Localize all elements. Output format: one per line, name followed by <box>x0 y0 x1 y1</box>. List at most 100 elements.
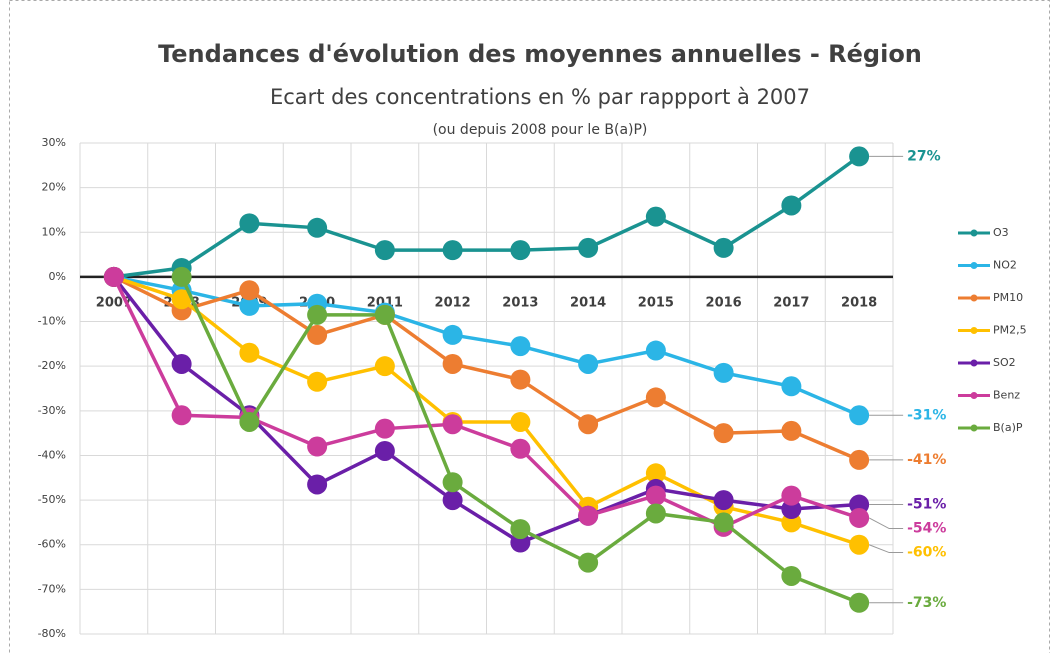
legend-label: Benz <box>993 389 1020 402</box>
legend-label: B(a)P <box>993 421 1023 434</box>
point <box>442 324 463 345</box>
x-tick-label: 2013 <box>502 295 538 310</box>
point <box>307 371 328 392</box>
point <box>849 507 870 528</box>
legend-label: PM10 <box>993 291 1023 304</box>
point <box>578 414 599 435</box>
point <box>713 512 734 533</box>
legend-marker <box>970 392 978 399</box>
point <box>442 240 463 261</box>
point <box>578 552 599 573</box>
point <box>442 472 463 493</box>
y-tick-label: -50% <box>38 493 66 506</box>
point <box>239 342 260 363</box>
legend-marker <box>970 359 978 367</box>
point <box>239 295 260 316</box>
point <box>171 289 192 310</box>
point <box>713 423 734 444</box>
point <box>307 436 328 457</box>
legend-marker <box>970 424 978 432</box>
end-label: -51% <box>907 497 946 513</box>
point <box>578 505 599 526</box>
point <box>374 356 395 377</box>
legend-label: O3 <box>993 226 1009 239</box>
y-tick-label: 20% <box>42 181 66 194</box>
point <box>307 217 328 238</box>
point <box>442 414 463 435</box>
point <box>510 411 531 432</box>
x-tick-label: 2017 <box>773 295 809 310</box>
point <box>645 340 666 361</box>
y-tick-label: -80% <box>38 627 66 640</box>
x-tick-label: 2014 <box>570 295 606 310</box>
point <box>239 411 260 432</box>
x-tick-label: 2015 <box>638 295 674 310</box>
leader-line <box>868 544 904 554</box>
y-tick-label: -60% <box>38 538 66 551</box>
legend-marker <box>970 327 978 334</box>
legend-label: PM2,5 <box>993 324 1027 337</box>
frame <box>9 0 1050 653</box>
point <box>781 420 802 441</box>
legend-label: SO2 <box>993 356 1016 369</box>
legend-marker <box>970 294 978 302</box>
point <box>374 418 395 439</box>
series-line <box>113 275 860 547</box>
legend-marker <box>970 229 978 237</box>
y-tick-label: -40% <box>38 448 66 461</box>
point <box>713 362 734 383</box>
end-label: -73% <box>907 595 946 611</box>
point <box>781 376 802 397</box>
legend-label: NO2 <box>993 259 1017 272</box>
chart-title: Tendances d'évolution des moyennes annue… <box>158 40 922 68</box>
point <box>578 353 599 374</box>
point <box>849 405 870 426</box>
series-line <box>113 275 860 462</box>
point <box>578 237 599 258</box>
end-label: -54% <box>907 521 946 537</box>
point <box>645 503 666 524</box>
point <box>645 463 666 484</box>
point <box>239 213 260 234</box>
series-line <box>112 276 860 529</box>
point <box>510 519 531 540</box>
chart-note: (ou depuis 2008 pour le B(a)P) <box>433 122 648 138</box>
series-line <box>112 275 860 545</box>
point <box>510 336 531 357</box>
end-label: -31% <box>907 407 946 423</box>
point <box>171 266 192 287</box>
point <box>307 304 328 325</box>
series-line <box>113 154 861 279</box>
point <box>239 280 260 301</box>
point <box>307 474 328 495</box>
point <box>510 369 531 390</box>
legend-marker <box>970 262 978 269</box>
point <box>374 440 395 461</box>
y-tick-label: -30% <box>38 404 66 417</box>
point <box>781 485 802 506</box>
x-tick-label: 2016 <box>706 295 742 310</box>
leader-line <box>868 517 904 530</box>
y-tick-label: -20% <box>38 359 66 372</box>
point <box>849 146 870 167</box>
point <box>307 324 328 345</box>
point <box>442 353 463 374</box>
end-label: -60% <box>907 545 946 561</box>
point <box>171 353 192 374</box>
point <box>103 266 124 287</box>
point <box>781 195 802 216</box>
y-tick-label: 30% <box>42 136 66 149</box>
point <box>781 565 802 586</box>
x-tick-label: 2018 <box>841 295 877 310</box>
point <box>849 534 870 555</box>
end-label: -41% <box>907 452 946 468</box>
point <box>713 237 734 258</box>
point <box>374 240 395 261</box>
end-label: 27% <box>907 148 941 164</box>
y-tick-label: -10% <box>38 315 66 328</box>
series-line <box>113 275 860 417</box>
chart-subtitle: Ecart des concentrations en % par rapppo… <box>270 85 810 109</box>
point <box>713 490 734 511</box>
point <box>510 240 531 261</box>
